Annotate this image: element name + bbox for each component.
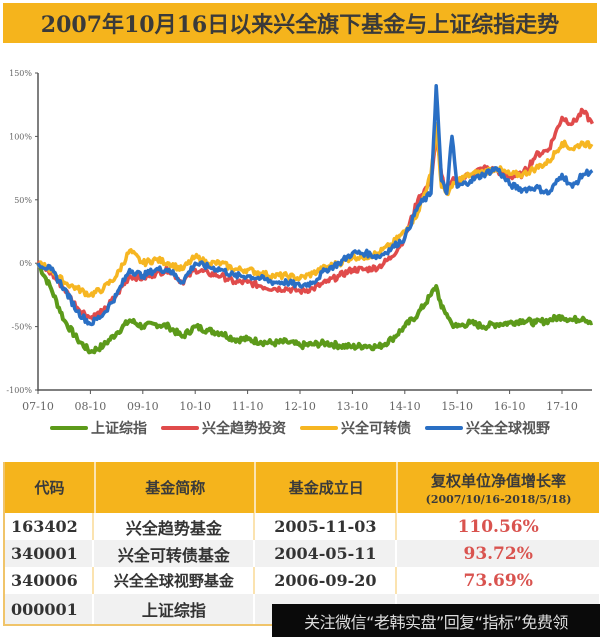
cell-date: 2006-09-20	[255, 567, 398, 594]
y-tick-label: -50%	[12, 323, 33, 332]
cell-name: 上证综指	[94, 594, 256, 624]
legend-item-global: 兴全全球视野	[425, 418, 550, 438]
x-tick-label: 08-10	[75, 400, 107, 413]
legend-label: 兴全全球视野	[466, 421, 550, 437]
cell-name: 兴全可转债基金	[94, 540, 256, 567]
series-line	[36, 83, 594, 327]
cell-name: 兴全全球视野基金	[94, 567, 256, 594]
promo-text: 关注微信“老韩实盘”回复“指标”免费领	[304, 612, 568, 632]
header-code: 代码	[5, 462, 97, 513]
x-tick-label: 09-10	[127, 400, 159, 413]
y-tick-label: 100%	[9, 132, 32, 141]
header-label: 基金简称	[145, 479, 206, 497]
promo-overlay-banner: 关注微信“老韩实盘”回复“指标”免费领	[272, 604, 600, 637]
y-tick-label: 0%	[19, 259, 32, 268]
header-label: 复权单位净值增长率	[431, 471, 567, 490]
x-tick-label: 14-10	[389, 400, 421, 413]
chart-canvas: 150% 100% 50% 0% -50% -100% 07-10 08-10 09-10 10-…	[6, 69, 594, 413]
cell-date: 2004-05-11	[255, 540, 398, 567]
cell-date: 2005-11-03	[255, 513, 398, 540]
header-label: 基金成立日	[288, 479, 364, 497]
legend-label: 兴全趋势投资	[202, 421, 286, 437]
header-label: 代码	[34, 479, 65, 497]
table-row: 340006 兴全全球视野基金 2006-09-20 73.69%	[5, 567, 599, 594]
header-date: 基金成立日	[256, 462, 399, 513]
fund-table: 代码 基金简称 基金成立日 复权单位净值增长率 (2007/10/16-2018…	[3, 462, 599, 626]
legend-swatch-icon	[161, 426, 199, 430]
legend-label: 兴全可转债	[341, 421, 411, 437]
table-header: 代码 基金简称 基金成立日 复权单位净值增长率 (2007/10/16-2018…	[5, 462, 599, 513]
x-tick-label: 13-10	[337, 400, 369, 413]
legend-item-trend: 兴全趋势投资	[161, 418, 286, 438]
title-bar: 2007年10月16日以来兴全旗下基金与上证综指走势	[3, 3, 597, 43]
x-tick-label: 10-10	[179, 400, 211, 413]
cell-name: 兴全趋势基金	[94, 513, 256, 540]
line-chart: 150% 100% 50% 0% -50% -100% 07-10 08-10 09-10 10-…	[0, 55, 600, 445]
cell-rate: 73.69%	[463, 570, 533, 591]
y-tick-label: 50%	[14, 196, 32, 205]
table-row: 163402 兴全趋势基金 2005-11-03 110.56%	[5, 513, 599, 540]
cell-code: 000001	[5, 594, 95, 624]
cell-rate: 93.72%	[463, 543, 533, 564]
x-tick-label: 15-10	[441, 400, 473, 413]
cell-rate: 110.56%	[457, 516, 539, 537]
cell-code: 340006	[5, 567, 95, 594]
header-sublabel: (2007/10/16-2018/5/18)	[425, 492, 572, 506]
cell-code: 163402	[5, 513, 95, 540]
y-tick-label: -100%	[6, 386, 32, 395]
header-name: 基金简称	[96, 462, 257, 513]
x-tick-label: 17-10	[546, 400, 578, 413]
x-tick-label: 11-10	[232, 400, 264, 413]
x-tick-label: 07-10	[22, 400, 54, 413]
series-line	[36, 121, 594, 298]
legend-swatch-icon	[300, 426, 338, 430]
legend-item-convertible: 兴全可转债	[300, 418, 411, 438]
x-tick-label: 12-10	[284, 400, 316, 413]
header-rate: 复权单位净值增长率 (2007/10/16-2018/5/18)	[398, 462, 599, 513]
x-tick-label: 16-10	[494, 400, 526, 413]
y-tick-label: 150%	[9, 69, 32, 78]
chart-title: 2007年10月16日以来兴全旗下基金与上证综指走势	[40, 12, 560, 38]
cell-code: 340001	[5, 540, 95, 567]
series-line	[36, 262, 594, 355]
legend-item-sse: 上证综指	[50, 418, 147, 438]
legend-swatch-icon	[50, 426, 88, 430]
legend-label: 上证综指	[91, 421, 147, 437]
legend-swatch-icon	[425, 426, 463, 430]
chart-legend: 上证综指 兴全趋势投资 兴全可转债 兴全全球视野	[0, 415, 600, 441]
table-row: 340001 兴全可转债基金 2004-05-11 93.72%	[5, 540, 599, 567]
